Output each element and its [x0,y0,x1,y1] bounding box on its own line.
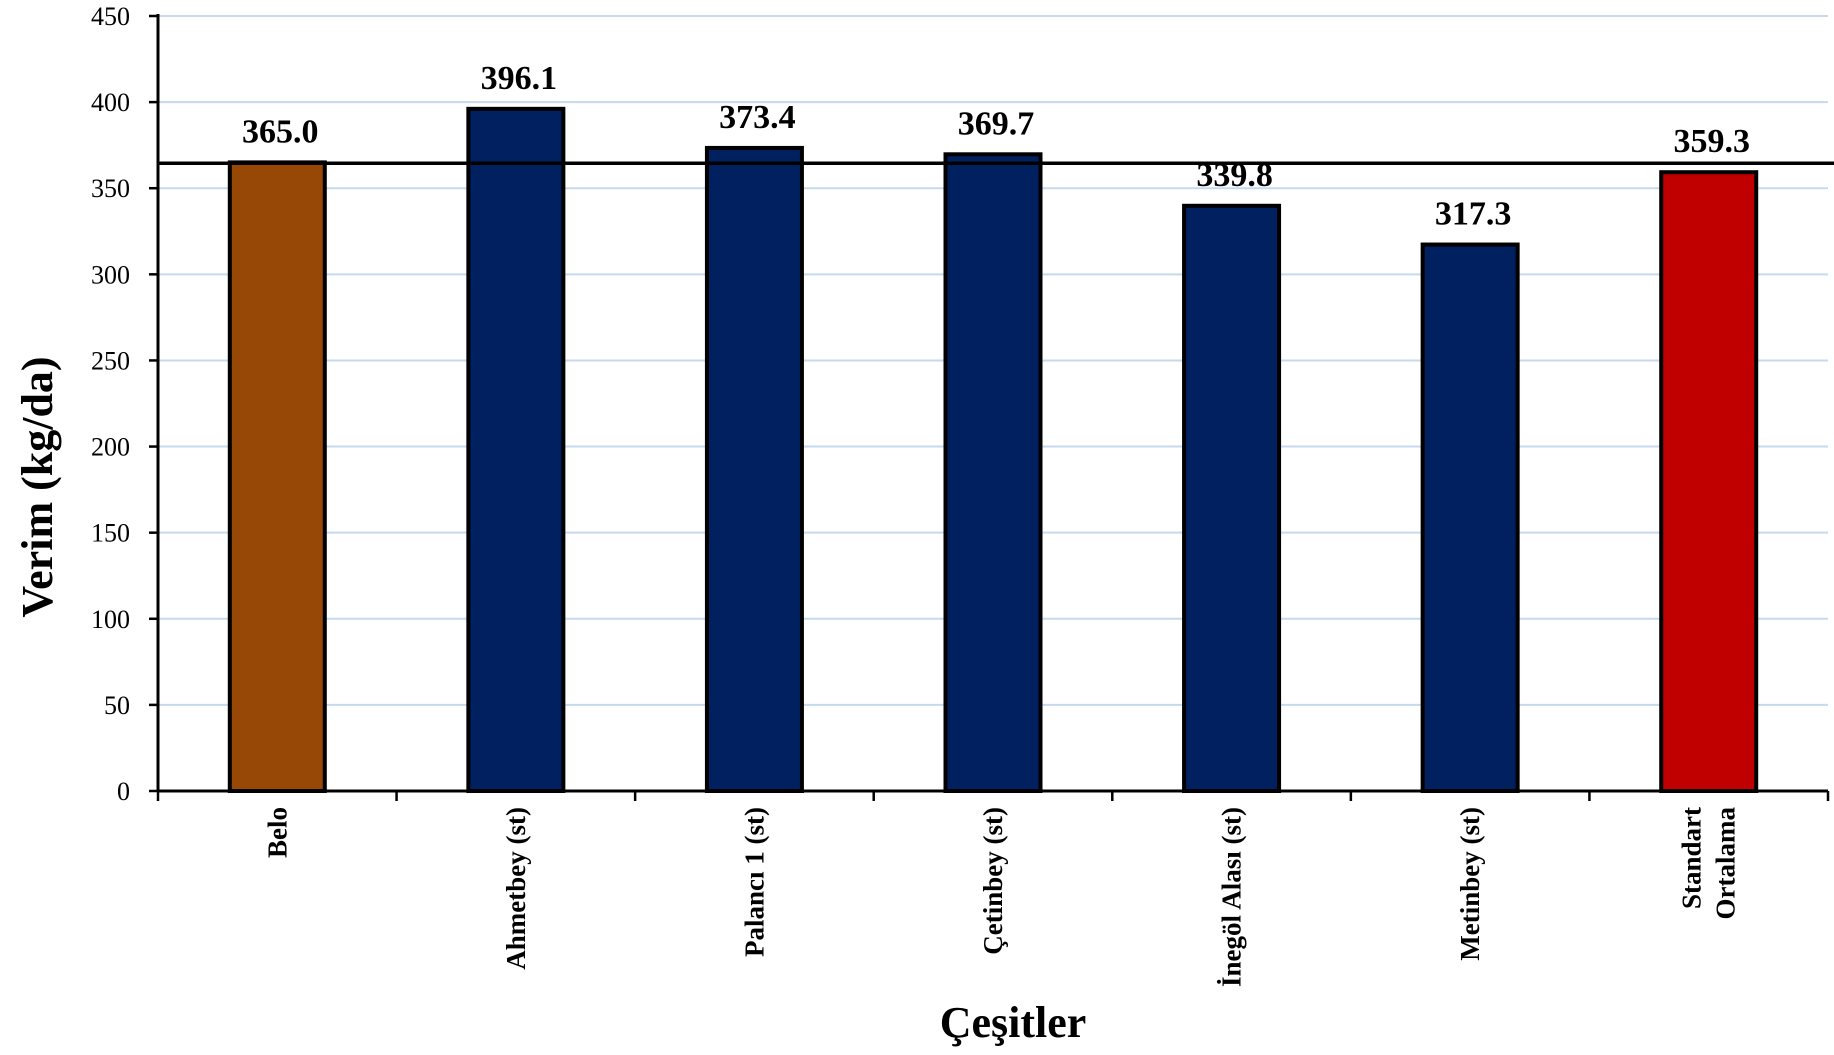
data-label: 396.1 [481,60,558,97]
data-labels: 365.0 396.1 373.4 369.7 339.8 317.3 359.3 [242,60,1750,233]
data-label: 317.3 [1435,196,1512,233]
bar [227,160,327,793]
y-tick-label: 200 [91,433,130,462]
y-tick-label: 100 [91,605,130,634]
x-tick-label: Palancı 1 (st) [739,807,769,957]
y-tick-label: 50 [104,691,130,720]
y-tick-label: 350 [91,174,130,203]
y-tick-label: 400 [91,88,130,117]
bar [466,106,566,794]
x-tick-label: Metinbey (st) [1455,807,1485,961]
x-axis-title: Çeşitler [940,998,1087,1047]
data-label: 359.3 [1673,123,1750,160]
data-label: 373.4 [719,99,796,136]
x-tick-label: Çetinbey (st) [978,807,1008,955]
x-tick-label: Ortalama [1711,807,1741,920]
bar [943,152,1043,794]
y-tick-label: 300 [91,260,130,289]
y-tick-label: 0 [117,777,130,806]
data-label: 369.7 [958,105,1035,142]
x-tick-label: Belo [262,807,292,858]
y-tick-label: 150 [91,519,130,548]
x-tick-label: İnegöl Alası (st) [1217,807,1247,987]
data-label: 365.0 [242,113,319,150]
bars [227,106,1759,794]
x-tick-label: Standart [1677,807,1707,909]
data-label: 339.8 [1196,157,1273,194]
axes: 0 50 100 150 200 250 300 350 400 450 Belo Ahmetbey … [91,2,1830,987]
y-tick-label: 250 [91,346,130,375]
bar [704,145,804,793]
bar [1659,170,1759,793]
bar [1182,203,1282,794]
bar [1420,242,1520,794]
y-tick-label: 450 [91,2,130,31]
x-tick-label: Ahmetbey (st) [501,807,531,970]
y-axis-title: Verim (kg/da) [13,356,62,617]
